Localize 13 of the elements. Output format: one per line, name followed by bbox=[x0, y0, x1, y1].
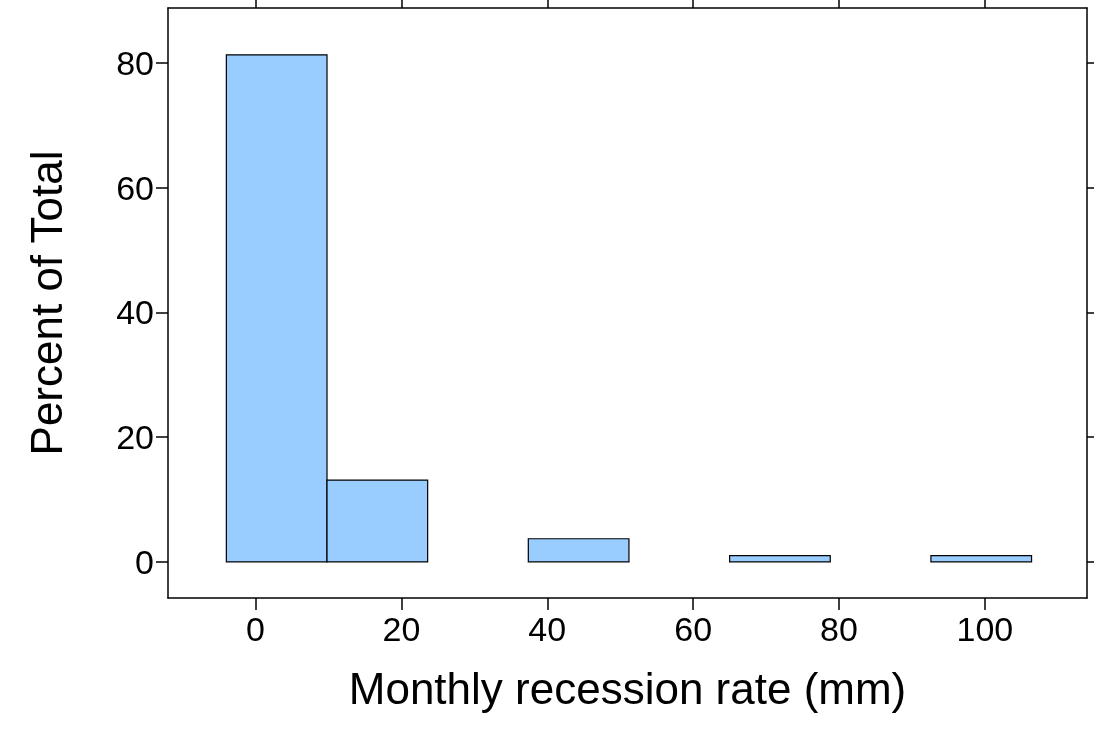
y-tick-label: 20 bbox=[116, 418, 154, 457]
x-tick-label: 60 bbox=[674, 610, 713, 648]
y-axis-title: Percent of Total bbox=[21, 150, 71, 456]
x-axis-title: Monthly recession rate (mm) bbox=[348, 663, 907, 713]
y-tick-label: 0 bbox=[135, 542, 154, 581]
x-tick-label: 80 bbox=[820, 610, 858, 648]
x-tick-label: 20 bbox=[382, 610, 421, 648]
x-tick-label: 40 bbox=[528, 610, 567, 648]
x-tick-label: 0 bbox=[246, 610, 265, 648]
y-tick-label: 40 bbox=[116, 293, 154, 332]
y-tick-label: 80 bbox=[116, 43, 154, 82]
x-tick-label: 100 bbox=[956, 610, 1014, 648]
y-tick-label: 60 bbox=[116, 168, 154, 207]
